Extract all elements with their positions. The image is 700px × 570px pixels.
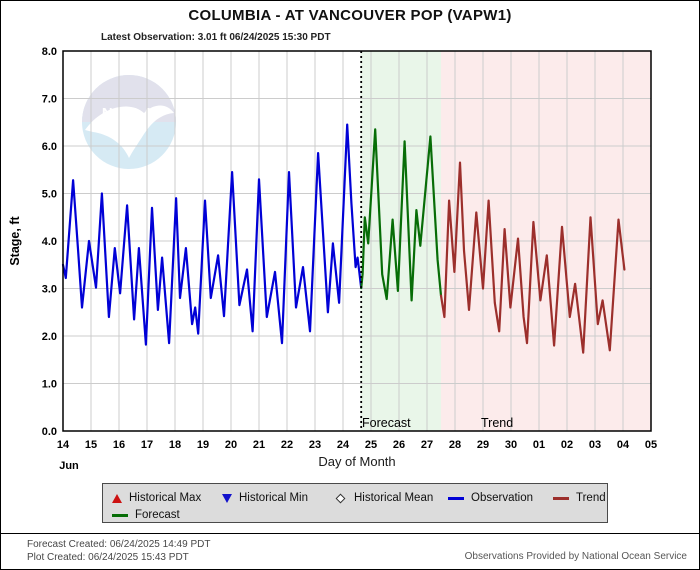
observation-series-line — [61, 123, 363, 346]
svg-text:02: 02 — [561, 439, 573, 451]
historical-min-marker-icon — [222, 493, 232, 503]
svg-text:28: 28 — [449, 439, 461, 451]
svg-text:20: 20 — [225, 439, 237, 451]
observation-line-icon — [448, 496, 464, 500]
legend-item-forecast: Forecast — [112, 508, 180, 522]
svg-text:24: 24 — [337, 439, 350, 451]
noaa-logo-watermark: NOAA — [82, 75, 176, 169]
svg-text:1.0: 1.0 — [42, 379, 57, 391]
legend-label: Historical Max — [129, 492, 202, 504]
plot-created-text: Plot Created: 06/24/2025 15:43 PDT — [27, 552, 189, 563]
svg-text:18: 18 — [169, 439, 181, 451]
legend-item-historical-min: Historical Min — [222, 491, 308, 505]
svg-text:16: 16 — [113, 439, 125, 451]
svg-text:03: 03 — [589, 439, 601, 451]
stage-chart-svg: NOAA Forecast Trend 14 15 16 17 18 19 20 21 22 23 24… — [8, 46, 657, 472]
legend-item-trend: Trend — [553, 491, 606, 505]
trend-line-icon — [553, 496, 569, 500]
forecast-region-label: Forecast — [362, 416, 411, 430]
forecast-line-icon — [112, 513, 128, 517]
svg-text:01: 01 — [533, 439, 545, 451]
svg-text:3.0: 3.0 — [42, 284, 57, 296]
legend-label: Observation — [471, 492, 534, 504]
x-axis-tick-labels: 14 15 16 17 18 19 20 21 22 23 24 25 26 27 28 29 30 01 02 03… — [57, 439, 657, 451]
svg-text:22: 22 — [281, 439, 293, 451]
noaa-logo-text: NOAA — [102, 105, 156, 122]
forecast-created-text: Forecast Created: 06/24/2025 14:49 PDT — [27, 539, 211, 550]
svg-text:0.0: 0.0 — [42, 426, 57, 438]
svg-text:26: 26 — [393, 439, 405, 451]
svg-text:21: 21 — [253, 439, 265, 451]
legend: Historical Max Historical Min Historical… — [102, 483, 608, 523]
legend-label: Forecast — [135, 509, 180, 521]
forecast-series-line — [360, 128, 443, 302]
svg-text:14: 14 — [57, 439, 70, 451]
svg-text:05: 05 — [645, 439, 657, 451]
svg-text:30: 30 — [505, 439, 517, 451]
legend-label: Historical Min — [239, 492, 309, 504]
data-provider-text: Observations Provided by National Ocean … — [464, 551, 687, 562]
svg-text:8.0: 8.0 — [42, 46, 57, 58]
plot-border — [62, 50, 652, 432]
svg-text:17: 17 — [141, 439, 153, 451]
svg-text:19: 19 — [197, 439, 209, 451]
legend-item-historical-mean: Historical Mean — [334, 491, 433, 505]
legend-label: Trend — [576, 492, 606, 504]
creation-timestamps: Forecast Created: 06/24/2025 14:49 PDT P… — [27, 538, 210, 564]
svg-text:6.0: 6.0 — [42, 141, 57, 153]
page-title: COLUMBIA - AT VANCOUVER POP (VAPW1) — [188, 7, 512, 24]
legend-item-observation: Observation — [448, 491, 533, 505]
legend-item-historical-max: Historical Max — [112, 491, 201, 505]
svg-text:4.0: 4.0 — [42, 236, 57, 248]
trend-series-line — [439, 161, 626, 354]
svg-text:7.0: 7.0 — [42, 94, 57, 106]
svg-text:2.0: 2.0 — [42, 331, 57, 343]
historical-mean-marker-icon — [335, 493, 346, 503]
svg-text:15: 15 — [85, 439, 97, 451]
svg-text:04: 04 — [617, 439, 630, 451]
svg-text:29: 29 — [477, 439, 489, 451]
footer: Forecast Created: 06/24/2025 14:49 PDT P… — [1, 533, 699, 569]
y-axis-title: Stage, ft — [8, 216, 22, 266]
trend-region-label: Trend — [481, 416, 513, 430]
latest-observation-text: Latest Observation: 3.01 ft 06/24/2025 1… — [101, 32, 331, 43]
svg-text:25: 25 — [365, 439, 377, 451]
x-axis-title: Day of Month — [318, 454, 395, 469]
historical-max-marker-icon — [112, 493, 122, 503]
svg-text:27: 27 — [421, 439, 433, 451]
month-label: Jun — [59, 460, 79, 472]
svg-text:23: 23 — [309, 439, 321, 451]
y-axis-tick-labels: 0.0 1.0 2.0 3.0 4.0 5.0 6.0 7.0 8.0 — [42, 46, 57, 438]
legend-label: Historical Mean — [354, 492, 434, 504]
svg-text:5.0: 5.0 — [42, 189, 57, 201]
